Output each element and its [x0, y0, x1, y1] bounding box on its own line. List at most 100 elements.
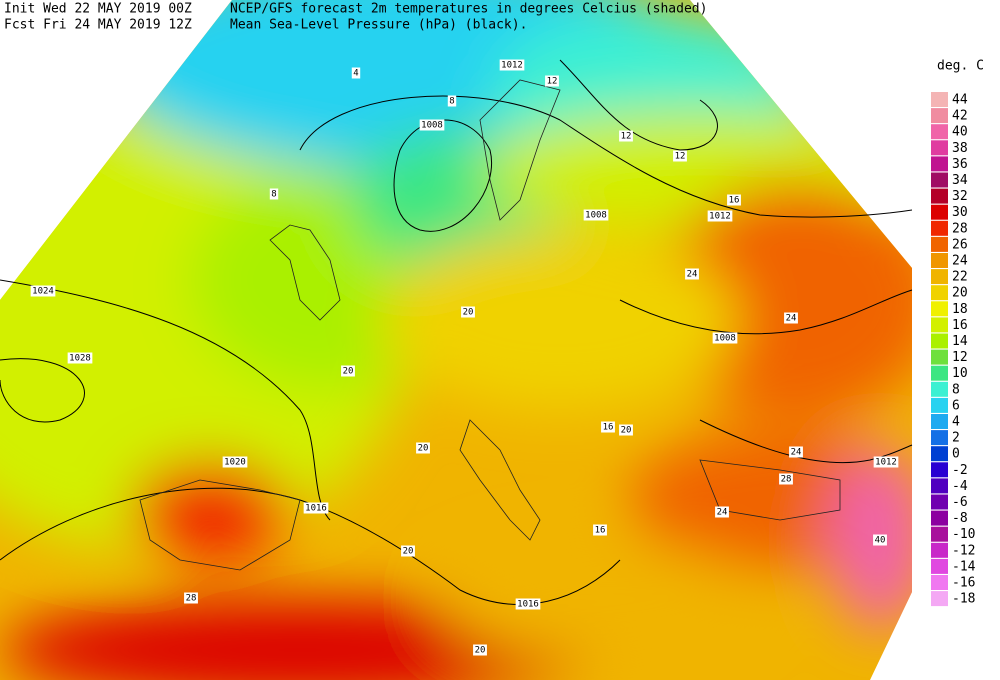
temperature-label-box — [673, 150, 687, 162]
isobar-label: 1012 — [875, 458, 897, 468]
isobar-label: 1020 — [224, 458, 246, 468]
map-labels: 1008 1012 1024 1028 1020 1016 1008 1012 1016 1008… — [30, 59, 899, 656]
isobar-label-box — [515, 598, 541, 610]
temperature-label: 20 — [621, 426, 632, 436]
temperature-label-box — [593, 524, 607, 536]
legend-swatch — [931, 220, 948, 236]
temperature-label: 24 — [687, 270, 698, 280]
temperature-label-box — [873, 534, 887, 546]
legend-swatch — [931, 365, 948, 381]
temperature-label: 24 — [717, 508, 728, 518]
isobar-label: 1008 — [714, 334, 736, 344]
isobar-label: 1012 — [709, 212, 731, 222]
isobar-label: 1008 — [585, 211, 607, 221]
temperature-label-box — [715, 506, 729, 518]
temperature-label-box — [601, 421, 615, 433]
temperature-label: 12 — [621, 132, 632, 142]
legend-swatch — [931, 349, 948, 365]
legend-label: 30 — [952, 205, 968, 220]
legend-label: 32 — [952, 189, 968, 204]
legend-label: 28 — [952, 221, 968, 236]
legend-swatch — [931, 510, 948, 526]
legend-label: 26 — [952, 237, 968, 252]
temperature-label: 20 — [475, 646, 486, 656]
temperature-label-box — [184, 592, 198, 604]
init-line: Init Wed 22 MAY 2019 00Z — [4, 2, 192, 17]
legend-swatch — [931, 301, 948, 317]
legend-swatch — [931, 92, 948, 107]
legend-label: 0 — [952, 447, 960, 462]
isobar-label-box — [303, 502, 329, 514]
temperature-label-box — [619, 130, 633, 142]
legend-label: 4 — [952, 415, 960, 430]
subtitle: Mean Sea-Level Pressure (hPa) (black). — [230, 18, 527, 33]
isobars — [0, 59, 913, 605]
legend-label: 20 — [952, 286, 968, 301]
legend-label: -8 — [952, 511, 968, 526]
legend-swatch — [931, 381, 948, 397]
temperature-label: 16 — [603, 423, 614, 433]
temperature-label-box — [789, 446, 803, 458]
temperature-label-box — [416, 442, 430, 454]
legend-label: -6 — [952, 495, 968, 510]
isobar-label-box — [30, 285, 56, 297]
isobar-label: 1012 — [501, 61, 523, 71]
title: NCEP/GFS forecast 2m temperatures in deg… — [230, 2, 707, 17]
temperature-label-box — [447, 95, 457, 107]
isobar-label-box — [499, 59, 525, 71]
temperature-field — [0, 0, 912, 680]
isobar-label-box — [712, 332, 738, 344]
legend-swatch — [931, 253, 948, 268]
temperature-label: 20 — [343, 367, 354, 377]
temperature-label-box — [461, 306, 475, 318]
legend-label: 10 — [952, 366, 968, 381]
legend-label: 6 — [952, 398, 960, 413]
legend-swatch — [931, 172, 948, 188]
temperature-label-box — [784, 312, 798, 324]
temperature-label: 24 — [791, 448, 802, 458]
legend-swatch — [931, 478, 948, 494]
isobar-label-box — [419, 119, 445, 131]
temperature-label: 24 — [786, 314, 797, 324]
legend-swatch — [931, 124, 948, 140]
legend-swatch — [931, 188, 948, 204]
legend-label: 14 — [952, 334, 968, 349]
isobar-label: 1024 — [32, 287, 54, 297]
temperature-label-box — [351, 67, 361, 79]
temperature-label: 20 — [463, 308, 474, 318]
legend-label: -18 — [952, 592, 975, 607]
temperature-label-box — [619, 424, 633, 436]
isobar-label-box — [222, 456, 248, 468]
legend-swatch — [931, 333, 948, 349]
legend-label: 34 — [952, 173, 968, 188]
legend-label: 44 — [952, 93, 968, 108]
legend-swatch — [931, 317, 948, 333]
temperature-label: 20 — [418, 444, 429, 454]
legend-swatch — [931, 236, 948, 252]
temperature-label: 8 — [449, 97, 454, 107]
legend-label: 2 — [952, 431, 960, 446]
isobar-label: 1016 — [517, 600, 539, 610]
legend-swatch — [931, 269, 948, 285]
legend-title: deg. C — [937, 59, 984, 74]
legend-label: -4 — [952, 479, 968, 494]
isobar-label: 1016 — [305, 504, 327, 514]
temperature-label: 12 — [547, 77, 558, 87]
temperature-label-box — [685, 268, 699, 280]
legend-swatch — [931, 542, 948, 558]
legend-label: 24 — [952, 254, 968, 269]
legend-swatch — [931, 462, 948, 478]
legend-swatch — [931, 591, 948, 607]
legend-label: 42 — [952, 109, 968, 124]
legend-swatch — [931, 575, 948, 590]
legend-label: 40 — [952, 125, 968, 140]
legend-label: -2 — [952, 463, 968, 478]
temperature-label-box — [779, 473, 793, 485]
legend-label: 18 — [952, 302, 968, 317]
legend-label: -14 — [952, 559, 976, 574]
legend-swatch — [931, 285, 948, 301]
isobar-label-box — [583, 209, 609, 221]
isobar-label-box — [873, 456, 899, 468]
temperature-label: 28 — [186, 594, 197, 604]
temperature-label-box — [545, 75, 559, 87]
